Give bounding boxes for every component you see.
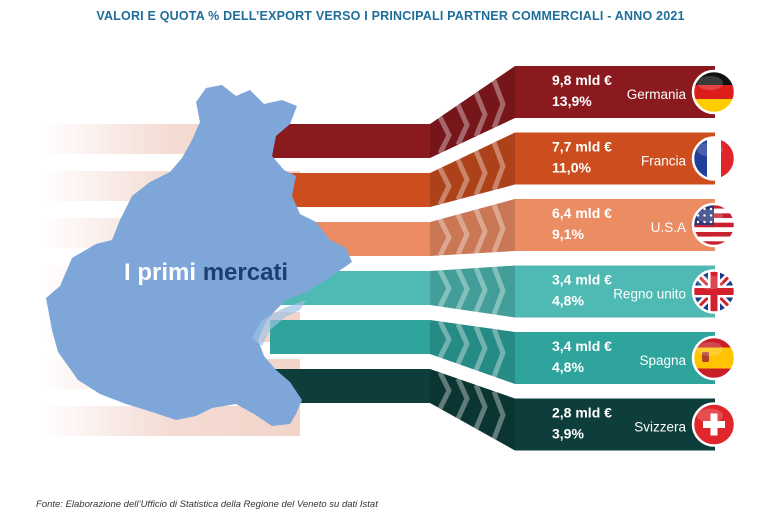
headline-part1: I primi <box>124 259 197 286</box>
source-note: Fonte: Elaborazione dell’Ufficio di Stat… <box>36 499 378 510</box>
share-label: 3,9% <box>552 426 584 442</box>
value-box <box>515 132 715 185</box>
share-label: 11,0% <box>552 160 591 176</box>
lagoon-shape <box>252 300 306 346</box>
chevron-mark <box>455 103 470 146</box>
chevron-mark <box>473 150 488 196</box>
chevron-mark <box>437 371 452 410</box>
band-connector <box>430 199 515 256</box>
country-label: Regno unito <box>613 287 686 302</box>
flag-france-icon <box>691 136 737 181</box>
flag-germany-icon <box>691 69 737 115</box>
band-regno-unito: 3,4 mld € 4,8% Regno unito <box>270 265 715 318</box>
band-svizzera: 2,8 mld € 3,9% Svizzera <box>270 369 715 451</box>
chevron-mark <box>437 116 452 155</box>
chevron-mark <box>473 267 488 313</box>
flag-usa-icon <box>691 202 737 248</box>
value-box <box>515 66 715 118</box>
chevron-mark <box>437 218 452 257</box>
band-germania: 9,8 mld € 13,9% Germania <box>270 66 715 158</box>
share-label: 9,1% <box>552 226 584 242</box>
band-connector <box>430 265 515 318</box>
value-label: 6,4 mld € <box>552 205 612 221</box>
value-label: 7,7 mld € <box>552 139 612 155</box>
flags <box>691 69 737 447</box>
band-francia: 7,7 mld € 11,0% Francia <box>270 132 715 207</box>
headline: I primi mercati <box>124 259 288 287</box>
band-left <box>270 173 430 207</box>
value-label: 3,4 mld € <box>552 338 612 354</box>
share-label: 4,8% <box>552 359 584 375</box>
band-connector <box>430 320 515 384</box>
chevron-mark <box>455 213 470 256</box>
value-label: 2,8 mld € <box>552 405 612 421</box>
chevron-mark <box>455 268 470 311</box>
headline-part2: mercati <box>202 259 289 286</box>
band-connector <box>430 66 515 158</box>
chevron-mark <box>437 269 452 308</box>
market-bands: 9,8 mld € 13,9% Germania 7,7 mld € 11,0% Fran… <box>270 66 715 451</box>
share-label: 13,9% <box>552 93 592 109</box>
chevron-mark <box>491 328 506 378</box>
chevron-mark <box>491 390 506 440</box>
value-box <box>515 199 715 251</box>
country-label: Spagna <box>639 353 686 368</box>
country-label: Svizzera <box>634 420 686 435</box>
chevron-mark <box>473 91 488 138</box>
band-left <box>270 320 430 354</box>
flag-switzerland-icon <box>691 402 737 447</box>
chevron-mark <box>455 322 470 365</box>
band-left <box>270 124 430 158</box>
chevron-mark <box>437 320 452 359</box>
value-label: 3,4 mld € <box>552 272 612 288</box>
band-spagna: 3,4 mld € 4,8% Spagna <box>270 320 715 384</box>
flag-spain-icon <box>691 335 737 381</box>
chevron-mark <box>455 377 470 420</box>
chevron-mark <box>455 158 470 201</box>
chevron-mark <box>491 265 506 316</box>
value-box <box>515 398 715 451</box>
flag-uk-icon <box>691 269 737 314</box>
band-u-s-a: 6,4 mld € 9,1% U.S.A <box>270 199 715 257</box>
value-box <box>515 332 715 384</box>
chevron-mark <box>473 384 488 430</box>
country-label: U.S.A <box>651 220 686 235</box>
chevron-mark <box>473 208 488 255</box>
chevron-mark <box>491 141 506 191</box>
share-label: 4,8% <box>552 293 584 309</box>
band-connector <box>430 132 515 207</box>
chevron-mark <box>491 79 506 129</box>
chevron-mark <box>491 203 506 254</box>
country-label: Germania <box>627 87 687 102</box>
value-label: 9,8 mld € <box>552 72 612 88</box>
value-box <box>515 265 715 318</box>
band-connector <box>430 369 515 451</box>
chevron-mark <box>473 325 488 372</box>
country-label: Francia <box>641 154 687 169</box>
chart-title: VALORI E QUOTA % DELL’EXPORT VERSO I PRI… <box>96 9 685 23</box>
chevron-mark <box>437 167 452 206</box>
veneto-map <box>46 85 352 426</box>
